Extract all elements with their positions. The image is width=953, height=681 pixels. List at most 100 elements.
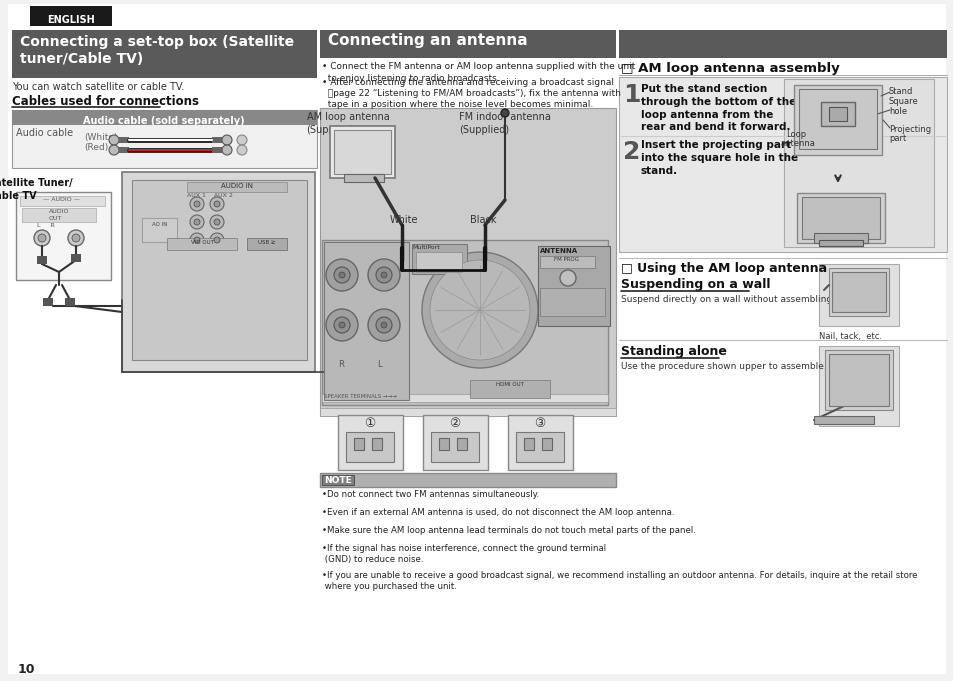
- Circle shape: [193, 201, 200, 207]
- Bar: [818, 264, 898, 326]
- Circle shape: [334, 317, 350, 333]
- Circle shape: [210, 197, 224, 211]
- Bar: [354, 438, 364, 450]
- Bar: [319, 473, 616, 487]
- Text: AUX 1    AUX 2: AUX 1 AUX 2: [187, 193, 233, 198]
- Circle shape: [338, 322, 345, 328]
- Text: ①: ①: [364, 417, 375, 430]
- Bar: [541, 438, 552, 450]
- Text: HDMI OUT: HDMI OUT: [496, 382, 523, 387]
- Circle shape: [500, 109, 509, 117]
- Bar: [516, 432, 563, 462]
- Text: AO IN: AO IN: [152, 223, 168, 227]
- Bar: [818, 346, 898, 426]
- Circle shape: [559, 270, 576, 286]
- Circle shape: [421, 252, 537, 368]
- Bar: [132, 180, 307, 360]
- Text: ANTENNA: ANTENNA: [539, 248, 578, 254]
- Text: Projecting: Projecting: [888, 125, 930, 134]
- Bar: [828, 268, 888, 316]
- Bar: [119, 147, 129, 153]
- Bar: [507, 415, 573, 470]
- Circle shape: [210, 233, 224, 247]
- Circle shape: [190, 215, 204, 229]
- Circle shape: [334, 267, 350, 283]
- Text: (White): (White): [84, 133, 117, 142]
- Circle shape: [338, 272, 345, 278]
- Circle shape: [71, 234, 80, 242]
- Circle shape: [193, 237, 200, 243]
- Bar: [12, 110, 316, 125]
- Bar: [828, 354, 888, 406]
- Text: NOTE: NOTE: [324, 476, 352, 485]
- Circle shape: [213, 237, 220, 243]
- Text: part: part: [888, 134, 905, 143]
- Bar: [539, 288, 604, 316]
- Bar: [65, 298, 75, 306]
- Bar: [122, 172, 314, 372]
- Text: FM indoor antenna
(Supplied): FM indoor antenna (Supplied): [458, 112, 551, 136]
- Bar: [319, 408, 616, 416]
- Circle shape: [190, 233, 204, 247]
- Circle shape: [109, 145, 119, 155]
- Text: L     R: L R: [37, 223, 54, 228]
- Text: Nail, tack,  etc.: Nail, tack, etc.: [818, 332, 882, 341]
- Text: Cables used for connections: Cables used for connections: [12, 95, 199, 108]
- Circle shape: [34, 230, 50, 246]
- Bar: [537, 246, 609, 326]
- Text: AUDIO IN: AUDIO IN: [221, 183, 253, 189]
- Bar: [422, 415, 488, 470]
- Bar: [37, 256, 47, 264]
- Bar: [824, 350, 892, 410]
- Bar: [618, 30, 946, 58]
- Bar: [212, 137, 222, 143]
- Text: Standing alone: Standing alone: [620, 345, 726, 358]
- Bar: [431, 432, 478, 462]
- Text: 1: 1: [622, 83, 639, 107]
- Circle shape: [236, 145, 247, 155]
- Bar: [818, 240, 862, 246]
- Circle shape: [368, 259, 399, 291]
- Bar: [119, 137, 129, 143]
- Bar: [20, 196, 105, 206]
- Bar: [322, 475, 354, 485]
- Bar: [372, 438, 381, 450]
- Bar: [416, 252, 461, 272]
- Text: FM PROG: FM PROG: [554, 257, 578, 262]
- Text: Suspending on a wall: Suspending on a wall: [620, 278, 770, 291]
- Bar: [334, 130, 391, 174]
- Circle shape: [193, 219, 200, 225]
- Text: — AUDIO —: — AUDIO —: [44, 197, 80, 202]
- Text: 2: 2: [622, 140, 639, 164]
- Circle shape: [68, 230, 84, 246]
- Text: Stand: Stand: [888, 87, 912, 96]
- Text: White: White: [390, 215, 418, 225]
- Bar: [831, 272, 885, 312]
- Circle shape: [236, 135, 247, 145]
- Text: Use the procedure shown upper to assemble.: Use the procedure shown upper to assembl…: [620, 362, 826, 371]
- Circle shape: [213, 201, 220, 207]
- Bar: [324, 242, 409, 400]
- Circle shape: [380, 322, 387, 328]
- Text: AUDIO
OUT: AUDIO OUT: [49, 209, 70, 221]
- Text: Square: Square: [888, 97, 918, 106]
- Bar: [22, 208, 96, 222]
- Text: VID OUT: VID OUT: [191, 240, 213, 245]
- Bar: [322, 240, 607, 405]
- Text: antenna: antenna: [781, 139, 815, 148]
- Bar: [539, 256, 595, 268]
- Bar: [412, 244, 467, 274]
- Bar: [801, 197, 879, 239]
- Bar: [796, 193, 884, 243]
- Text: •Do not connect two FM antennas simultaneously.: •Do not connect two FM antennas simultan…: [322, 490, 538, 499]
- Bar: [12, 110, 316, 168]
- Text: •Even if an external AM antenna is used, do not disconnect the AM loop antenna.: •Even if an external AM antenna is used,…: [322, 508, 674, 517]
- Text: Loop: Loop: [785, 130, 805, 139]
- Text: Connecting an antenna: Connecting an antenna: [328, 33, 527, 48]
- Circle shape: [326, 309, 357, 341]
- Circle shape: [430, 260, 530, 360]
- Circle shape: [368, 309, 399, 341]
- Text: □ Using the AM loop antenna: □ Using the AM loop antenna: [620, 262, 826, 275]
- Text: Audio cable: Audio cable: [16, 128, 73, 138]
- Circle shape: [222, 145, 232, 155]
